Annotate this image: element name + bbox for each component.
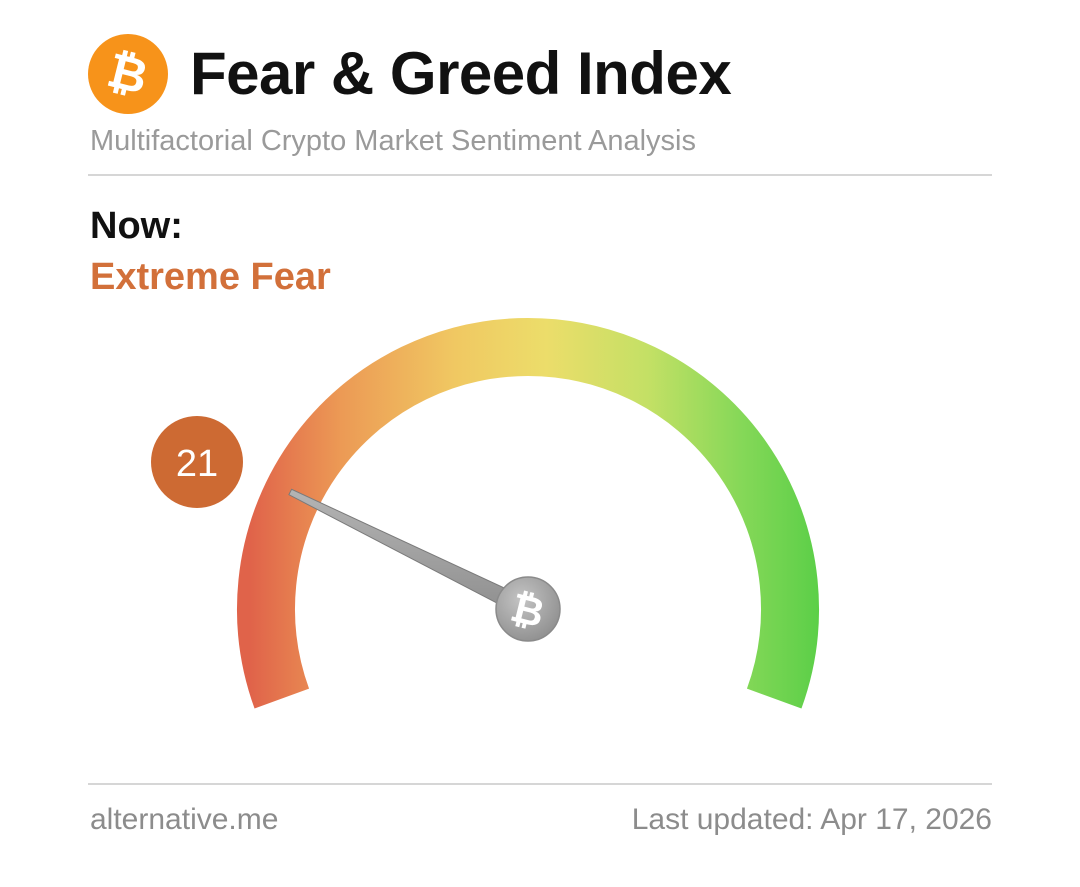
source-link[interactable]: alternative.me xyxy=(90,803,279,836)
sentiment-classification: Extreme Fear xyxy=(90,256,331,298)
gauge-needle xyxy=(288,488,533,618)
page-subtitle: Multifactorial Crypto Market Sentiment A… xyxy=(90,125,696,157)
last-updated: Last updated: Apr 17, 2026 xyxy=(631,803,992,836)
value-badge xyxy=(151,416,243,508)
bottom-divider xyxy=(88,783,992,785)
needle-hub xyxy=(495,576,561,642)
value-badge-text: 21 xyxy=(176,443,218,485)
gauge-arc xyxy=(237,318,819,709)
page-title: Fear & Greed Index xyxy=(190,40,732,107)
bitcoin-logo-icon: ₿ xyxy=(88,34,168,114)
top-divider xyxy=(88,174,992,176)
header: ₿ Fear & Greed Index xyxy=(88,34,732,114)
now-label: Now: xyxy=(90,205,183,247)
